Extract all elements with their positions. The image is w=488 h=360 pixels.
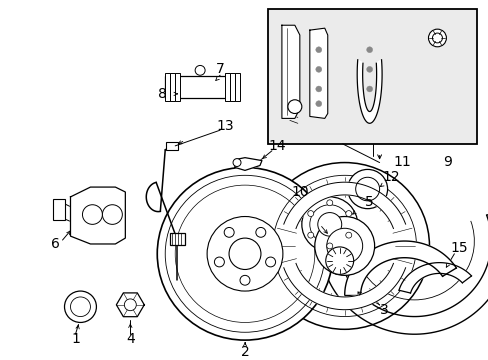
Polygon shape [309,28,327,118]
Circle shape [195,66,204,75]
Bar [52,199,64,220]
Circle shape [307,232,313,238]
Bar [175,73,180,101]
Circle shape [347,170,387,209]
Polygon shape [283,182,405,229]
Circle shape [431,33,442,43]
Text: 12: 12 [382,170,400,184]
Circle shape [326,243,332,249]
Circle shape [214,257,224,267]
Text: 4: 4 [126,332,134,346]
Circle shape [255,228,265,237]
Circle shape [301,197,357,252]
Circle shape [315,86,321,92]
Circle shape [366,66,372,72]
Text: 7: 7 [215,62,224,76]
Circle shape [326,200,332,206]
Circle shape [240,275,249,285]
Text: 3: 3 [380,303,388,317]
Bar [235,73,240,101]
Polygon shape [116,293,144,317]
Circle shape [345,232,351,238]
Circle shape [314,216,374,275]
Circle shape [317,213,341,236]
Circle shape [265,257,275,267]
Circle shape [102,205,122,224]
Circle shape [307,211,313,216]
Circle shape [326,228,362,264]
Circle shape [315,47,321,53]
Polygon shape [283,264,405,310]
Circle shape [82,205,102,224]
Circle shape [224,228,234,237]
Text: 10: 10 [290,185,308,199]
Bar [165,73,170,101]
Circle shape [64,291,96,323]
Bar [267,9,476,144]
Circle shape [157,167,332,340]
Circle shape [260,163,428,329]
Bar [165,76,235,98]
Text: 15: 15 [449,241,467,255]
Polygon shape [356,60,381,123]
Circle shape [325,247,353,274]
Text: 1: 1 [71,332,80,346]
Polygon shape [281,25,299,118]
Polygon shape [70,187,125,244]
Circle shape [427,29,446,47]
Circle shape [315,66,321,72]
Bar [229,73,235,101]
Text: 6: 6 [51,237,60,251]
Circle shape [366,86,372,92]
Circle shape [366,47,372,53]
Polygon shape [235,158,262,170]
Circle shape [315,101,321,107]
Text: 14: 14 [267,139,285,153]
Circle shape [207,216,283,291]
Text: 8: 8 [158,87,166,101]
Text: 9: 9 [442,154,451,168]
Text: 11: 11 [393,154,410,168]
Bar [224,73,229,101]
Circle shape [228,238,261,270]
Bar [166,142,178,150]
Bar [170,233,185,245]
Polygon shape [319,209,488,334]
Text: 2: 2 [240,345,249,359]
Text: 13: 13 [216,119,233,133]
Polygon shape [398,263,470,293]
Circle shape [355,177,379,201]
Polygon shape [344,241,455,295]
Text: 5: 5 [365,195,373,209]
Bar [170,73,175,101]
Circle shape [345,211,351,216]
Circle shape [124,299,136,311]
Circle shape [233,159,241,166]
Circle shape [287,100,301,113]
